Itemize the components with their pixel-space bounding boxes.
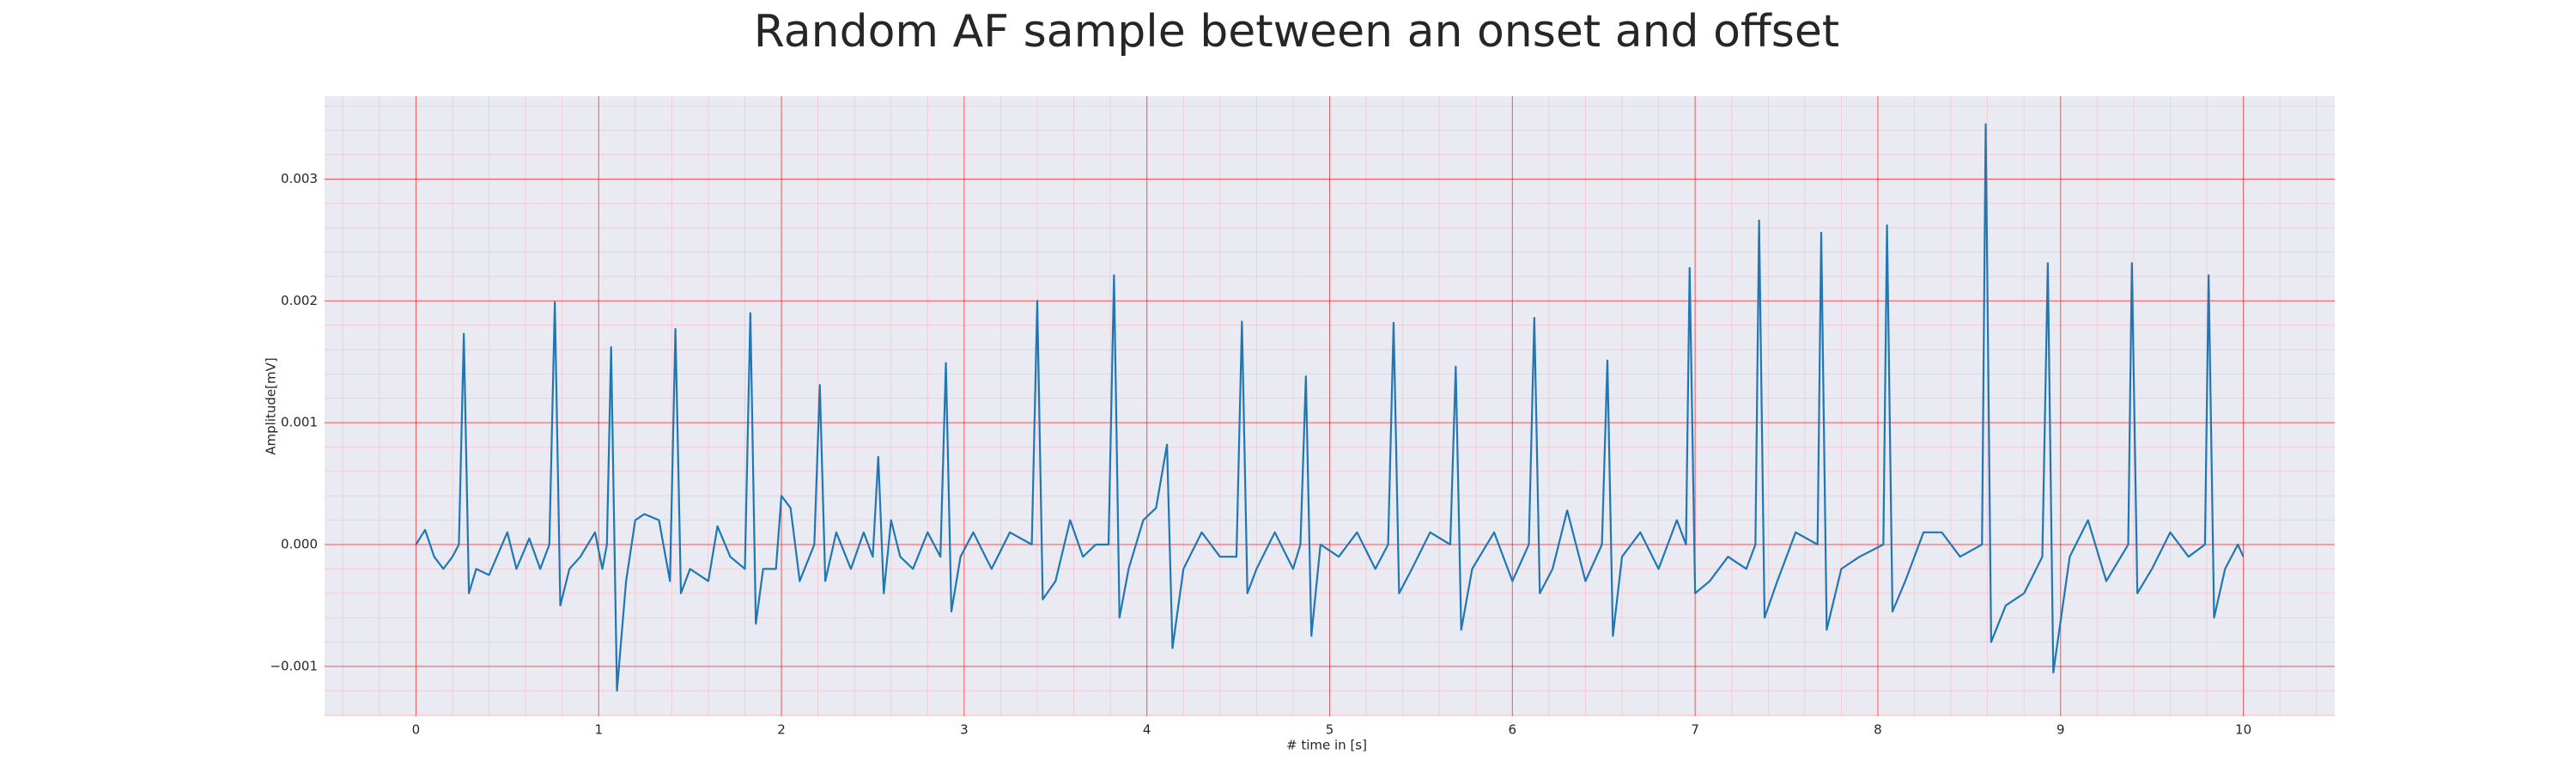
x-tick-label: 9 [2057,722,2065,738]
y-tick-label: 0.001 [281,415,318,430]
x-tick-label: 10 [2235,722,2251,738]
x-tick-label: 1 [594,722,603,738]
x-tick-label: 3 [960,722,969,738]
x-tick-label: 0 [412,722,421,738]
y-tick-label: 0.002 [281,293,318,308]
y-tick-label: 0.000 [281,536,318,551]
x-tick-label: 5 [1326,722,1334,738]
y-tick-label: −0.001 [270,658,318,673]
grid [325,96,2335,716]
y-axis-label: Amplitude[mV] [264,357,279,454]
x-tick-label: 8 [1874,722,1882,738]
x-tick-label: 6 [1509,722,1517,738]
x-tick-label: 2 [777,722,786,738]
chart-title: Random AF sample between an onset and of… [754,6,1839,58]
x-tick-label: 7 [1691,722,1699,738]
x-tick-label: 4 [1143,722,1151,738]
x-axis-label: # time in [s] [1286,738,1367,753]
y-tick-label: 0.003 [281,171,318,186]
data-line [415,123,2245,692]
